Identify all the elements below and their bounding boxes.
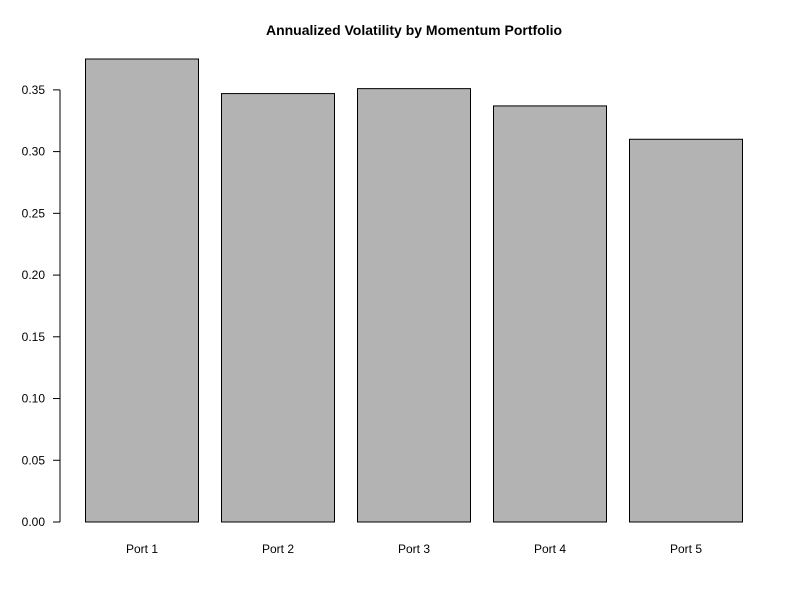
category-label-4: Port 4 <box>534 542 566 556</box>
category-label-2: Port 2 <box>262 542 294 556</box>
category-label-1: Port 1 <box>126 542 158 556</box>
y-tick-label-4: 0.20 <box>22 268 46 282</box>
y-axis: 0.00 0.05 0.10 0.15 0.20 0.25 0.30 0.35 <box>22 83 61 529</box>
bar-2 <box>221 93 335 523</box>
bar-3 <box>357 88 471 523</box>
category-label-3: Port 3 <box>398 542 430 556</box>
y-tick-label-6: 0.30 <box>22 145 46 159</box>
bar-5 <box>629 138 743 523</box>
bar-4 <box>493 105 607 523</box>
chart-title: Annualized Volatility by Momentum Portfo… <box>266 22 562 38</box>
category-label-5: Port 5 <box>670 542 702 556</box>
y-tick-label-7: 0.35 <box>22 83 46 97</box>
bar-1 <box>85 58 199 523</box>
y-tick-label-1: 0.05 <box>22 453 46 467</box>
x-axis-labels: Port 1 Port 2 Port 3 Port 4 Port 5 <box>126 542 702 556</box>
y-tick-label-5: 0.25 <box>22 206 46 220</box>
y-tick-label-3: 0.15 <box>22 330 46 344</box>
y-tick-label-0: 0.00 <box>22 515 46 529</box>
y-tick-label-2: 0.10 <box>22 392 46 406</box>
bars-group <box>85 58 743 523</box>
